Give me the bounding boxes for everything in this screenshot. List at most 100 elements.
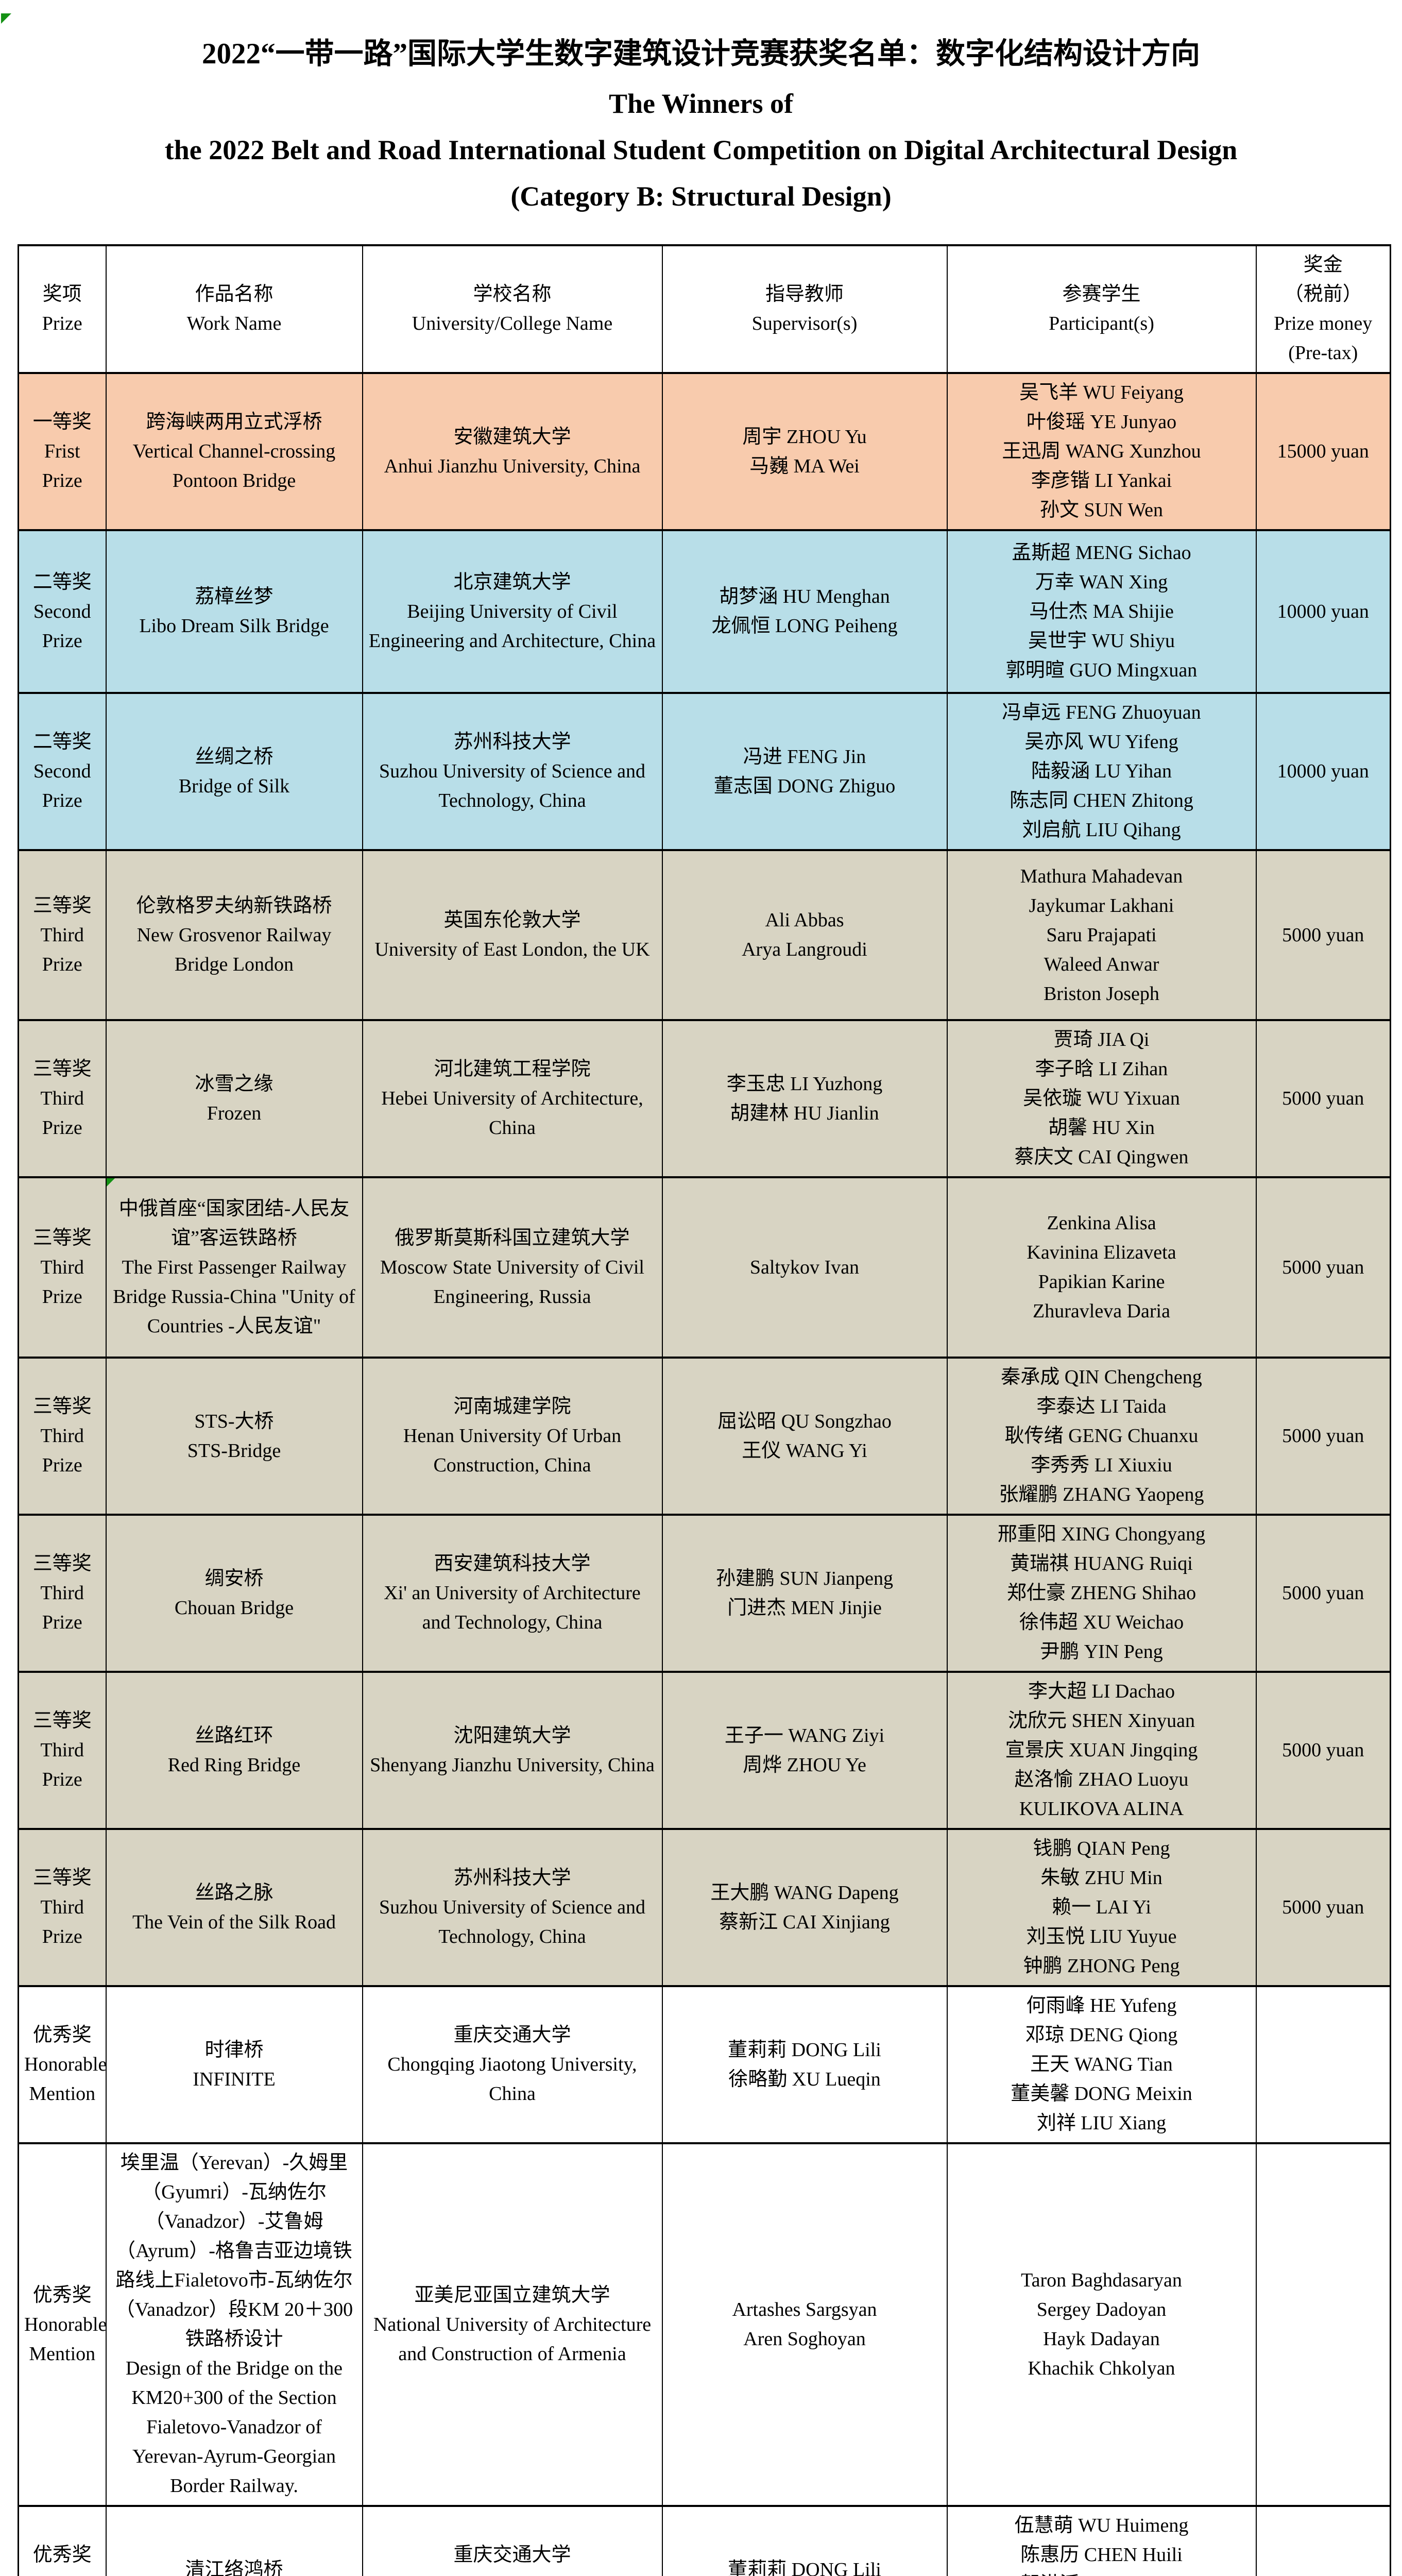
table-row: 二等奖 Second Prize 丝绸之桥 Bridge of Silk 苏州科… bbox=[18, 692, 1391, 851]
work-name-cell: 冰雪之缘 Frozen bbox=[105, 1019, 363, 1178]
prize-cell: 三等奖 Third Prize bbox=[18, 849, 107, 1021]
university-cell: 亚美尼亚国立建筑大学 National University of Archit… bbox=[362, 2142, 663, 2507]
university-cell: 沈阳建筑大学 Shenyang Jianzhu University, Chin… bbox=[362, 1671, 663, 1830]
table-row: 三等奖 Third Prize 丝路之脉 The Vein of the Sil… bbox=[18, 1828, 1391, 1987]
participants-cell: 何雨峰 HE Yufeng 邓琼 DENG Qiong 王天 WANG Tian… bbox=[946, 1985, 1257, 2144]
header-prize: 奖项 Prize bbox=[18, 244, 107, 374]
participants-cell: 秦承成 QIN Chengcheng 李泰达 LI Taida 耿传绪 GENG… bbox=[946, 1357, 1257, 1516]
prize-money-cell: 5000 yuan bbox=[1255, 1828, 1391, 1987]
work-name-cell: 丝绸之桥 Bridge of Silk bbox=[105, 692, 363, 851]
table-row: 优秀奖 Honorable Mention 清江络鸿桥 Wild Gooses … bbox=[18, 2505, 1391, 2576]
work-name-cell: 伦敦格罗夫纳新铁路桥 New Grosvenor Railway Bridge … bbox=[105, 849, 363, 1021]
prize-money-cell: 5000 yuan bbox=[1255, 1019, 1391, 1178]
table-row: 三等奖 Third Prize 丝路红环 Red Ring Bridge 沈阳建… bbox=[18, 1671, 1391, 1830]
prize-money-cell: 10000 yuan bbox=[1255, 529, 1391, 694]
prize-cell: 三等奖 Third Prize bbox=[18, 1671, 107, 1830]
table-row: 三等奖 Third Prize 中俄首座“国家团结-人民友谊”客运铁路桥 The… bbox=[18, 1176, 1391, 1359]
university-cell: 安徽建筑大学 Anhui Jianzhu University, China bbox=[362, 372, 663, 531]
prize-money-cell: 5000 yuan bbox=[1255, 1514, 1391, 1673]
participants-cell: 李大超 LI Dachao 沈欣元 SHEN Xinyuan 宣景庆 XUAN … bbox=[946, 1671, 1257, 1830]
table-row: 一等奖 Frist Prize 跨海峡两用立式浮桥 Vertical Chann… bbox=[18, 372, 1391, 531]
supervisor-cell: 王大鹏 WANG Dapeng 蔡新江 CAI Xinjiang bbox=[661, 1828, 948, 1987]
participants-cell: 伍慧萌 WU Huimeng 陈惠历 CHEN Huili 贺洪滔 HE Hon… bbox=[946, 2505, 1257, 2576]
supervisor-cell: 孙建鹏 SUN Jianpeng 门进杰 MEN Jinjie bbox=[661, 1514, 948, 1673]
table-row: 三等奖 Third Prize 绸安桥 Chouan Bridge 西安建筑科技… bbox=[18, 1514, 1391, 1673]
header-work-name: 作品名称 Work Name bbox=[105, 244, 363, 374]
participants-cell: 吴飞羊 WU Feiyang 叶俊瑶 YE Junyao 王迅周 WANG Xu… bbox=[946, 372, 1257, 531]
table-row: 三等奖 Third Prize 伦敦格罗夫纳新铁路桥 New Grosvenor… bbox=[18, 849, 1391, 1021]
supervisor-cell: 董莉莉 DONG Lili 徐略勤 XU Lueqin bbox=[661, 2505, 948, 2576]
prize-money-cell bbox=[1255, 2505, 1391, 2576]
work-name-cell: 跨海峡两用立式浮桥 Vertical Channel-crossing Pont… bbox=[105, 372, 363, 531]
participants-cell: 冯卓远 FENG Zhuoyuan 吴亦风 WU Yifeng 陆毅涵 LU Y… bbox=[946, 692, 1257, 851]
work-name-text: 中俄首座“国家团结-人民友谊”客运铁路桥 The First Passenger… bbox=[113, 1197, 355, 1337]
header-prize-money: 奖金 （税前） Prize money (Pre-tax) bbox=[1255, 244, 1391, 374]
header-supervisor: 指导教师 Supervisor(s) bbox=[661, 244, 948, 374]
prize-cell: 优秀奖 Honorable Mention bbox=[18, 1985, 107, 2144]
supervisor-cell: 周宇 ZHOU Yu 马巍 MA Wei bbox=[661, 372, 948, 531]
prize-cell: 优秀奖 Honorable Mention bbox=[18, 2505, 107, 2576]
university-cell: 俄罗斯莫斯科国立建筑大学 Moscow State University of … bbox=[362, 1176, 663, 1359]
work-name-cell: 丝路红环 Red Ring Bridge bbox=[105, 1671, 363, 1830]
work-name-cell: 埃里温（Yerevan）-久姆里（Gyumri）-瓦纳佐尔（Vanadzor）-… bbox=[105, 2142, 363, 2507]
prize-money-cell bbox=[1255, 2142, 1391, 2507]
supervisor-cell: Ali Abbas Arya Langroudi bbox=[661, 849, 948, 1021]
work-name-cell: 荔樟丝梦 Libo Dream Silk Bridge bbox=[105, 529, 363, 694]
document-title: 2022“一带一路”国际大学生数字建筑设计竞赛获奖名单：数字化结构设计方向 Th… bbox=[0, 0, 1402, 244]
prize-money-cell: 5000 yuan bbox=[1255, 1176, 1391, 1359]
university-cell: 西安建筑科技大学 Xi' an University of Architectu… bbox=[362, 1514, 663, 1673]
prize-money-cell: 5000 yuan bbox=[1255, 1671, 1391, 1830]
prize-cell: 一等奖 Frist Prize bbox=[18, 372, 107, 531]
work-name-cell: STS-大桥 STS-Bridge bbox=[105, 1357, 363, 1516]
prize-money-cell: 10000 yuan bbox=[1255, 692, 1391, 851]
supervisor-cell: 李玉忠 LI Yuzhong 胡建林 HU Jianlin bbox=[661, 1019, 948, 1178]
work-name-cell: 丝路之脉 The Vein of the Silk Road bbox=[105, 1828, 363, 1987]
prize-cell: 三等奖 Third Prize bbox=[18, 1357, 107, 1516]
university-cell: 河南城建学院 Henan University Of Urban Constru… bbox=[362, 1357, 663, 1516]
winners-table: 奖项 Prize 作品名称 Work Name 学校名称 University/… bbox=[18, 244, 1391, 2576]
participants-cell: 邢重阳 XING Chongyang 黄瑞祺 HUANG Ruiqi 郑仕豪 Z… bbox=[946, 1514, 1257, 1673]
supervisor-cell: Saltykov Ivan bbox=[661, 1176, 948, 1359]
supervisor-cell: 胡梦涵 HU Menghan 龙佩恒 LONG Peiheng bbox=[661, 529, 948, 694]
prize-cell: 二等奖 Second Prize bbox=[18, 692, 107, 851]
table-header-row: 奖项 Prize 作品名称 Work Name 学校名称 University/… bbox=[18, 244, 1391, 374]
title-line-chinese: 2022“一带一路”国际大学生数字建筑设计竞赛获奖名单：数字化结构设计方向 bbox=[202, 38, 1200, 70]
title-line-english-3: (Category B: Structural Design) bbox=[510, 181, 892, 212]
university-cell: 北京建筑大学 Beijing University of Civil Engin… bbox=[362, 529, 663, 694]
participants-cell: Zenkina Alisa Kavinina Elizaveta Papikia… bbox=[946, 1176, 1257, 1359]
title-line-english-1: The Winners of bbox=[608, 88, 794, 119]
work-name-cell: 清江络鸿桥 Wild Gooses Birdege bbox=[105, 2505, 363, 2576]
supervisor-cell: 冯进 FENG Jin 董志国 DONG Zhiguo bbox=[661, 692, 948, 851]
prize-cell: 二等奖 Second Prize bbox=[18, 529, 107, 694]
prize-cell: 三等奖 Third Prize bbox=[18, 1828, 107, 1987]
prize-money-cell: 15000 yuan bbox=[1255, 372, 1391, 531]
university-cell: 苏州科技大学 Suzhou University of Science and … bbox=[362, 1828, 663, 1987]
university-cell: 河北建筑工程学院 Hebei University of Architectur… bbox=[362, 1019, 663, 1178]
prize-cell: 三等奖 Third Prize bbox=[18, 1176, 107, 1359]
work-name-cell: 时律桥 INFINITE bbox=[105, 1985, 363, 2144]
participants-cell: 钱鹏 QIAN Peng 朱敏 ZHU Min 赖一 LAI Yi 刘玉悦 LI… bbox=[946, 1828, 1257, 1987]
participants-cell: Taron Baghdasaryan Sergey Dadoyan Hayk D… bbox=[946, 2142, 1257, 2507]
title-line-english-2: the 2022 Belt and Road International Stu… bbox=[164, 134, 1238, 165]
university-cell: 重庆交通大学 Chongqing Jiaotong University, Ch… bbox=[362, 2505, 663, 2576]
prize-money-cell bbox=[1255, 1985, 1391, 2144]
participants-cell: 孟斯超 MENG Sichao 万幸 WAN Xing 马仕杰 MA Shiji… bbox=[946, 529, 1257, 694]
university-cell: 重庆交通大学 Chongqing Jiaotong University, Ch… bbox=[362, 1985, 663, 2144]
prize-money-cell: 5000 yuan bbox=[1255, 849, 1391, 1021]
table-row: 优秀奖 Honorable Mention 埃里温（Yerevan）-久姆里（G… bbox=[18, 2142, 1391, 2507]
table-row: 二等奖 Second Prize 荔樟丝梦 Libo Dream Silk Br… bbox=[18, 529, 1391, 694]
participants-cell: Mathura Mahadevan Jaykumar Lakhani Saru … bbox=[946, 849, 1257, 1021]
work-name-cell: 中俄首座“国家团结-人民友谊”客运铁路桥 The First Passenger… bbox=[105, 1176, 363, 1359]
header-university: 学校名称 University/College Name bbox=[362, 244, 663, 374]
header-participants: 参赛学生 Participant(s) bbox=[946, 244, 1257, 374]
table-row: 优秀奖 Honorable Mention 时律桥 INFINITE 重庆交通大… bbox=[18, 1985, 1391, 2144]
excel-error-indicator bbox=[107, 1179, 115, 1187]
prize-cell: 三等奖 Third Prize bbox=[18, 1514, 107, 1673]
supervisor-cell: 董莉莉 DONG Lili 徐略勤 XU Lueqin bbox=[661, 1985, 948, 2144]
table-row: 三等奖 Third Prize 冰雪之缘 Frozen 河北建筑工程学院 Heb… bbox=[18, 1019, 1391, 1178]
supervisor-cell: Artashes Sargsyan Aren Soghoyan bbox=[661, 2142, 948, 2507]
university-cell: 苏州科技大学 Suzhou University of Science and … bbox=[362, 692, 663, 851]
prize-cell: 优秀奖 Honorable Mention bbox=[18, 2142, 107, 2507]
work-name-cell: 绸安桥 Chouan Bridge bbox=[105, 1514, 363, 1673]
prize-money-cell: 5000 yuan bbox=[1255, 1357, 1391, 1516]
